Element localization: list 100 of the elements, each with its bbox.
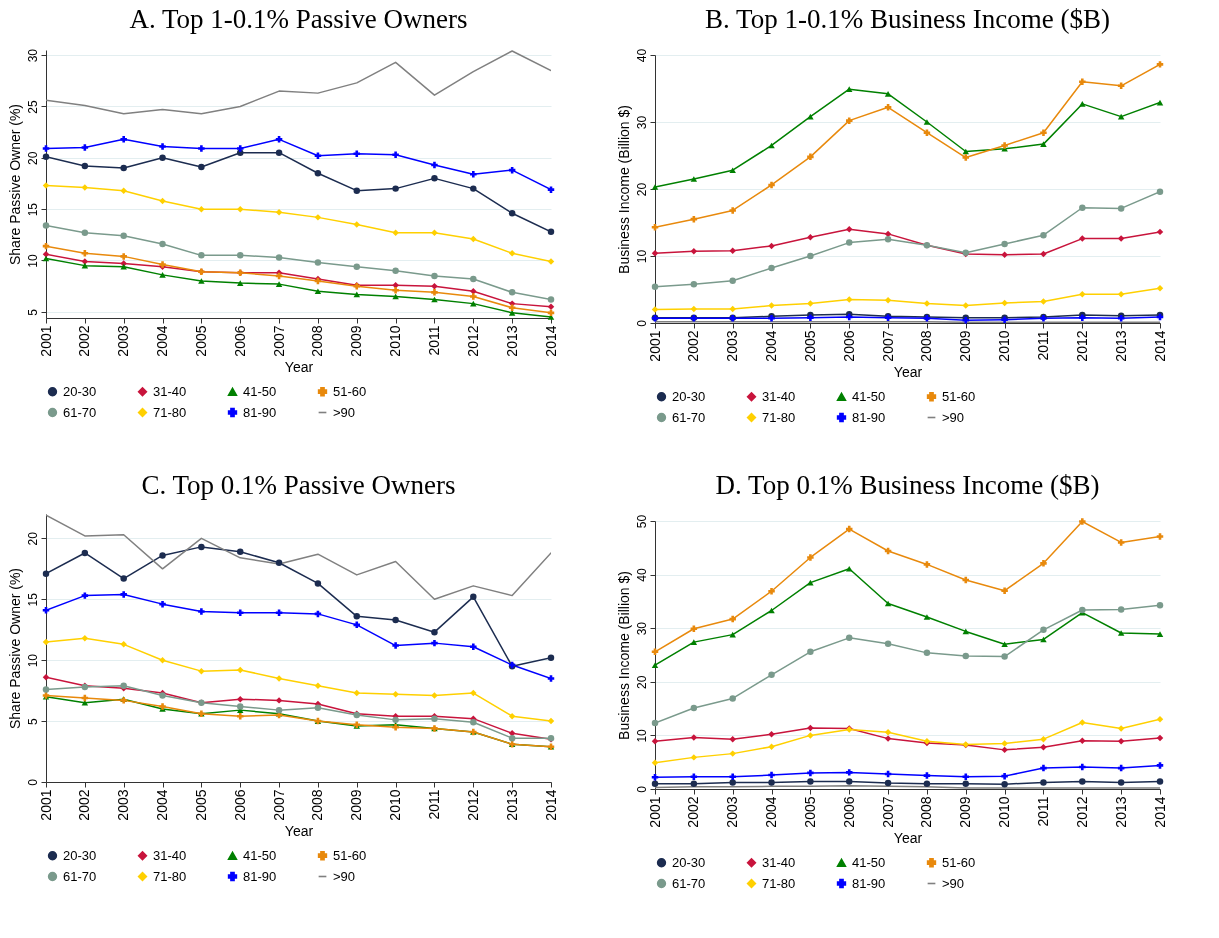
x-tick-label: 2002 xyxy=(76,325,93,357)
y-tick-label: 10 xyxy=(634,249,649,264)
legend-label: 20-30 xyxy=(672,854,706,870)
x-tick-label: 2001 xyxy=(37,789,54,821)
x-tick-label: 2012 xyxy=(1073,330,1090,362)
x-tick-label: 2007 xyxy=(270,325,287,357)
x-tick-label: 2008 xyxy=(918,330,935,362)
x-tick-label: 2014 xyxy=(542,325,559,357)
y-tick-label: 5 xyxy=(25,717,40,725)
x-tick-label: 2006 xyxy=(840,330,857,362)
x-tick-label: 2001 xyxy=(37,325,54,357)
x-tick-label: 2014 xyxy=(1151,330,1168,362)
x-tick-label: 2004 xyxy=(154,789,171,821)
x-tick-label: 2001 xyxy=(646,796,663,828)
legend-label: 51-60 xyxy=(333,383,367,399)
x-tick-label: 2004 xyxy=(154,325,171,357)
legend-label: 71-80 xyxy=(153,404,187,420)
x-tick-label: 2012 xyxy=(464,789,481,821)
legend-label: 31-40 xyxy=(153,383,187,399)
y-axis-title: Share Passive Owner (%) xyxy=(6,567,23,730)
y-axis-title: Business Income (Billion $) xyxy=(615,105,632,274)
x-tick-label: 2002 xyxy=(685,330,702,362)
legend-label: 41-50 xyxy=(852,388,886,404)
x-tick-label: 2009 xyxy=(957,796,974,828)
y-tick-label: 15 xyxy=(25,202,40,217)
x-tick-label: 2011 xyxy=(1034,796,1051,827)
legend-label: 51-60 xyxy=(333,847,367,863)
x-tick-label: 2007 xyxy=(270,789,287,821)
y-tick-label: 10 xyxy=(25,254,40,268)
legend-label: 71-80 xyxy=(762,875,796,891)
x-tick-label: 2008 xyxy=(309,789,326,821)
legend-label: >90 xyxy=(333,404,356,420)
x-tick-label: 2009 xyxy=(348,789,365,821)
x-axis-title: Year xyxy=(284,358,314,375)
x-tick-label: 2009 xyxy=(957,330,974,362)
x-tick-label: 2005 xyxy=(801,796,818,828)
legend-label: 81-90 xyxy=(243,404,277,420)
x-tick-label: 2003 xyxy=(115,325,132,357)
x-tick-label: 2002 xyxy=(685,796,702,828)
y-axis-title: Share Passive Owner (%) xyxy=(6,103,23,266)
x-tick-label: 2011 xyxy=(425,325,442,356)
x-tick-label: 2013 xyxy=(503,325,520,357)
y-tick-label: 15 xyxy=(25,592,40,607)
x-tick-label: 2009 xyxy=(348,325,365,357)
y-tick-label: 50 xyxy=(634,514,649,529)
legend-label: 41-50 xyxy=(243,847,277,863)
y-tick-label: 20 xyxy=(634,182,649,197)
legend-label: 61-70 xyxy=(672,409,706,425)
x-tick-label: 2014 xyxy=(542,789,559,821)
chart-title: C. Top 0.1% Passive Owners xyxy=(141,470,456,500)
x-axis-title: Year xyxy=(893,363,923,380)
legend-label: 71-80 xyxy=(153,868,187,884)
x-tick-label: 2010 xyxy=(387,325,404,357)
x-tick-label: 2012 xyxy=(464,325,481,357)
x-tick-label: 2007 xyxy=(879,796,896,828)
x-tick-label: 2006 xyxy=(840,796,857,828)
y-tick-label: 40 xyxy=(634,48,649,63)
y-tick-label: 10 xyxy=(25,653,40,668)
x-tick-label: 2011 xyxy=(425,789,442,820)
legend-label: 51-60 xyxy=(942,854,976,870)
y-tick-label: 30 xyxy=(634,115,649,130)
x-tick-label: 2008 xyxy=(918,796,935,828)
x-tick-label: 2005 xyxy=(192,789,209,821)
legend-label: 20-30 xyxy=(63,847,97,863)
legend-label: 71-80 xyxy=(762,409,796,425)
y-tick-label: 20 xyxy=(25,531,40,546)
y-tick-label: 30 xyxy=(634,621,649,636)
x-tick-label: 2010 xyxy=(387,789,404,821)
x-tick-label: 2006 xyxy=(231,789,248,821)
x-axis-title: Year xyxy=(893,829,923,846)
legend-label: >90 xyxy=(942,409,965,425)
legend-label: 41-50 xyxy=(243,383,277,399)
y-tick-label: 40 xyxy=(634,568,649,582)
x-tick-label: 2004 xyxy=(763,330,780,362)
legend-label: 81-90 xyxy=(852,409,886,425)
legend-label: 31-40 xyxy=(762,854,796,870)
legend-label: 81-90 xyxy=(243,868,277,884)
legend-label: 61-70 xyxy=(63,404,97,420)
y-axis-title: Business Income (Billion $) xyxy=(615,571,632,740)
x-tick-label: 2001 xyxy=(646,330,663,362)
legend-label: 61-70 xyxy=(672,875,706,891)
x-tick-label: 2013 xyxy=(1112,330,1129,362)
y-tick-label: 0 xyxy=(634,319,649,327)
x-tick-label: 2004 xyxy=(763,796,780,828)
chart-title: B. Top 1-0.1% Business Income ($B) xyxy=(705,4,1110,35)
x-tick-label: 2013 xyxy=(1112,796,1129,828)
legend-label: 31-40 xyxy=(762,388,796,404)
x-tick-label: 2006 xyxy=(231,325,248,357)
chart-title: D. Top 0.1% Business Income ($B) xyxy=(715,470,1100,501)
y-tick-label: 30 xyxy=(25,48,40,63)
x-tick-label: 2003 xyxy=(115,789,132,821)
x-tick-label: 2002 xyxy=(76,789,93,821)
legend-label: 41-50 xyxy=(852,854,886,870)
legend-label: 81-90 xyxy=(852,875,886,891)
y-tick-label: 20 xyxy=(634,675,649,689)
x-tick-label: 2007 xyxy=(879,330,896,362)
y-tick-label: 5 xyxy=(25,308,40,316)
legend-label: 20-30 xyxy=(63,383,97,399)
x-tick-label: 2008 xyxy=(309,325,326,357)
y-tick-label: 10 xyxy=(634,728,649,743)
